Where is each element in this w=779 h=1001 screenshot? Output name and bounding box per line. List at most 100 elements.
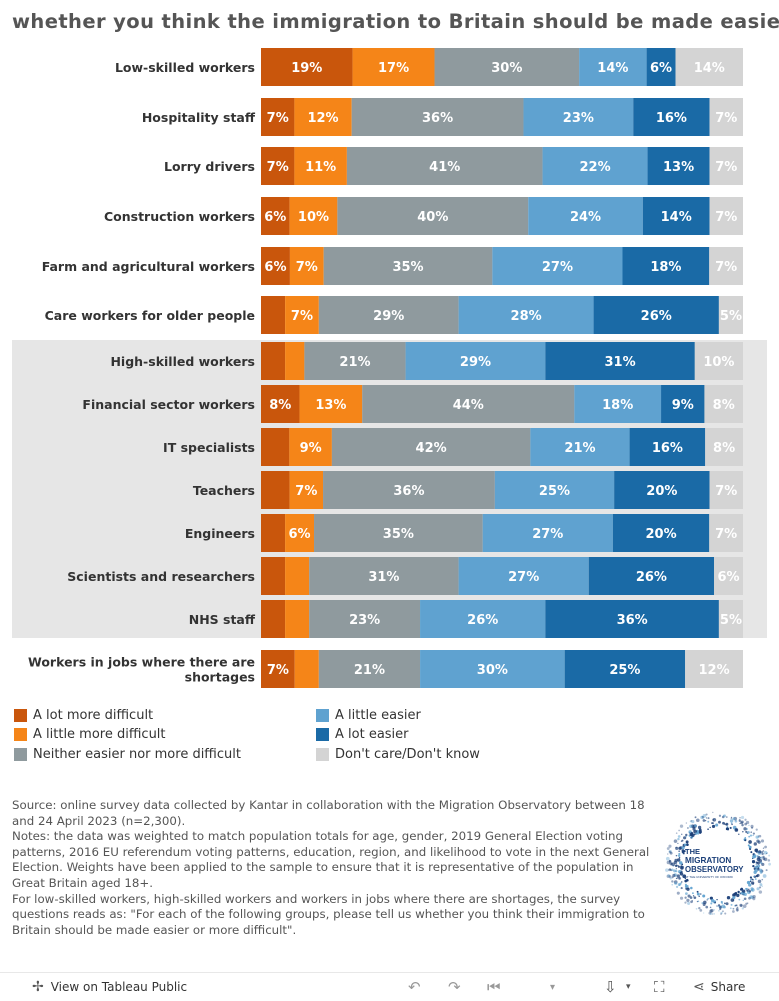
bar-teachers-a-little-more-difficult[interactable] [289, 471, 324, 509]
redo-icon[interactable]: ↷ [448, 978, 461, 996]
bar-workers-in-jobs-where-there-are-shortages-neither-easier-nor-more-difficult[interactable] [318, 650, 421, 688]
bar-scientists-and-researchers-a-lot-more-difficult[interactable] [261, 557, 286, 595]
bar-teachers-a-lot-easier[interactable] [614, 471, 710, 509]
bar-nhs-staff-a-lot-easier[interactable] [545, 600, 719, 638]
bar-construction-workers-a-little-more-difficult[interactable] [289, 197, 338, 235]
share-button[interactable]: ⋖ Share [693, 979, 745, 995]
bar-low-skilled-workers-a-lot-more-difficult[interactable] [261, 48, 353, 86]
bar-teachers-a-little-easier[interactable] [494, 471, 615, 509]
bar-farm-and-agricultural-workers-a-lot-more-difficult[interactable] [261, 247, 290, 285]
bar-engineers-a-lot-more-difficult[interactable] [261, 514, 286, 552]
bar-low-skilled-workers-don-t-care-don-t-know[interactable] [675, 48, 743, 86]
revert-icon[interactable]: ⏮ [487, 978, 501, 996]
bar-construction-workers-a-little-easier[interactable] [528, 197, 643, 235]
legend-item-a-little-easier[interactable]: A little easier [316, 708, 421, 723]
bar-scientists-and-researchers-don-t-care-don-t-know[interactable] [714, 557, 743, 595]
bar-workers-in-jobs-where-there-are-shortages-a-lot-more-difficult[interactable] [261, 650, 295, 688]
chevron-down-icon[interactable]: ▾ [550, 982, 556, 993]
bar-care-workers-for-older-people-a-lot-easier[interactable] [593, 296, 719, 334]
view-on-tableau-link[interactable]: ✢ View on Tableau Public [32, 979, 187, 995]
bar-lorry-drivers-a-little-more-difficult[interactable] [294, 147, 347, 185]
bar-construction-workers-neither-easier-nor-more-difficult[interactable] [337, 197, 529, 235]
bar-lorry-drivers-neither-easier-nor-more-difficult[interactable] [346, 147, 543, 185]
bar-hospitality-staff-a-lot-more-difficult[interactable] [261, 98, 295, 136]
bar-care-workers-for-older-people-a-lot-more-difficult[interactable] [261, 296, 286, 334]
bar-workers-in-jobs-where-there-are-shortages-a-little-more-difficult[interactable] [294, 650, 319, 688]
bar-high-skilled-workers-neither-easier-nor-more-difficult[interactable] [304, 342, 406, 380]
bar-engineers-a-little-more-difficult[interactable] [285, 514, 315, 552]
bar-hospitality-staff-a-little-more-difficult[interactable] [294, 98, 352, 136]
bar-farm-and-agricultural-workers-neither-easier-nor-more-difficult[interactable] [323, 247, 493, 285]
bar-farm-and-agricultural-workers-a-little-easier[interactable] [492, 247, 623, 285]
bar-teachers-a-lot-more-difficult[interactable] [261, 471, 290, 509]
bar-it-specialists-a-lot-more-difficult[interactable] [261, 428, 290, 466]
bar-care-workers-for-older-people-a-little-easier[interactable] [458, 296, 594, 334]
bar-it-specialists-a-little-easier[interactable] [530, 428, 630, 466]
bar-financial-sector-workers-a-little-more-difficult[interactable] [299, 385, 363, 423]
bar-high-skilled-workers-a-little-easier[interactable] [405, 342, 546, 380]
bar-engineers-a-lot-easier[interactable] [612, 514, 710, 552]
bar-hospitality-staff-don-t-care-don-t-know[interactable] [709, 98, 743, 136]
bar-construction-workers-a-lot-more-difficult[interactable] [261, 197, 290, 235]
legend-item-neither[interactable]: Neither easier nor more difficult [14, 747, 241, 762]
bar-engineers-don-t-care-don-t-know[interactable] [709, 514, 743, 552]
bar-workers-in-jobs-where-there-are-shortages-don-t-care-don-t-know[interactable] [685, 650, 743, 688]
bar-scientists-and-researchers-a-lot-easier[interactable] [588, 557, 715, 595]
bar-scientists-and-researchers-a-little-more-difficult[interactable] [285, 557, 310, 595]
bar-it-specialists-a-lot-easier[interactable] [629, 428, 706, 466]
bar-lorry-drivers-don-t-care-don-t-know[interactable] [709, 147, 743, 185]
logo-text-observatory: OBSERVATORY [685, 865, 744, 874]
bar-nhs-staff-a-little-more-difficult[interactable] [285, 600, 310, 638]
bar-construction-workers-a-lot-easier[interactable] [642, 197, 710, 235]
bar-care-workers-for-older-people-don-t-care-don-t-know[interactable] [718, 296, 743, 334]
bar-care-workers-for-older-people-a-little-more-difficult[interactable] [285, 296, 319, 334]
legend-item-dont-know[interactable]: Don't care/Don't know [316, 747, 480, 762]
download-chevron-icon[interactable]: ▾ [626, 982, 631, 992]
bar-scientists-and-researchers-neither-easier-nor-more-difficult[interactable] [309, 557, 459, 595]
legend-item-a-little-more-difficult[interactable]: A little more difficult [14, 727, 166, 742]
bar-low-skilled-workers-a-little-easier[interactable] [579, 48, 647, 86]
bar-hospitality-staff-a-lot-easier[interactable] [633, 98, 710, 136]
bar-financial-sector-workers-a-lot-easier[interactable] [661, 385, 705, 423]
bar-high-skilled-workers-don-t-care-don-t-know[interactable] [694, 342, 743, 380]
undo-icon[interactable]: ↶ [408, 978, 421, 996]
bar-hospitality-staff-a-little-easier[interactable] [523, 98, 634, 136]
bar-nhs-staff-don-t-care-don-t-know[interactable] [718, 600, 743, 638]
bar-it-specialists-a-little-more-difficult[interactable] [289, 428, 332, 466]
bar-nhs-staff-neither-easier-nor-more-difficult[interactable] [309, 600, 421, 638]
bar-engineers-neither-easier-nor-more-difficult[interactable] [314, 514, 483, 552]
bar-nhs-staff-a-lot-more-difficult[interactable] [261, 600, 286, 638]
bar-high-skilled-workers-a-lot-easier[interactable] [545, 342, 695, 380]
bar-high-skilled-workers-a-lot-more-difficult[interactable] [261, 342, 286, 380]
bar-care-workers-for-older-people-neither-easier-nor-more-difficult[interactable] [318, 296, 459, 334]
bar-high-skilled-workers-a-little-more-difficult[interactable] [285, 342, 305, 380]
bar-financial-sector-workers-neither-easier-nor-more-difficult[interactable] [362, 385, 575, 423]
bar-lorry-drivers-a-lot-more-difficult[interactable] [261, 147, 295, 185]
bar-farm-and-agricultural-workers-a-lot-easier[interactable] [622, 247, 710, 285]
bar-it-specialists-neither-easier-nor-more-difficult[interactable] [331, 428, 531, 466]
bar-farm-and-agricultural-workers-a-little-more-difficult[interactable] [289, 247, 324, 285]
download-icon[interactable]: ⇩ [604, 978, 617, 996]
bar-it-specialists-don-t-care-don-t-know[interactable] [705, 428, 743, 466]
bar-farm-and-agricultural-workers-don-t-care-don-t-know[interactable] [709, 247, 743, 285]
bar-hospitality-staff-neither-easier-nor-more-difficult[interactable] [351, 98, 524, 136]
bar-engineers-a-little-easier[interactable] [482, 514, 613, 552]
bar-workers-in-jobs-where-there-are-shortages-a-lot-easier[interactable] [564, 650, 686, 688]
bar-workers-in-jobs-where-there-are-shortages-a-little-easier[interactable] [420, 650, 565, 688]
bar-low-skilled-workers-neither-easier-nor-more-difficult[interactable] [434, 48, 580, 86]
bar-financial-sector-workers-don-t-care-don-t-know[interactable] [704, 385, 743, 423]
bar-lorry-drivers-a-lot-easier[interactable] [647, 147, 710, 185]
bar-teachers-neither-easier-nor-more-difficult[interactable] [323, 471, 495, 509]
bar-financial-sector-workers-a-little-easier[interactable] [574, 385, 662, 423]
bar-scientists-and-researchers-a-little-easier[interactable] [458, 557, 589, 595]
legend-item-a-lot-easier[interactable]: A lot easier [316, 727, 409, 742]
bar-lorry-drivers-a-little-easier[interactable] [542, 147, 648, 185]
bar-construction-workers-don-t-care-don-t-know[interactable] [709, 197, 743, 235]
bar-low-skilled-workers-a-lot-easier[interactable] [646, 48, 676, 86]
bar-financial-sector-workers-a-lot-more-difficult[interactable] [261, 385, 300, 423]
bar-low-skilled-workers-a-little-more-difficult[interactable] [352, 48, 435, 86]
fullscreen-icon[interactable]: ⛶ [654, 978, 665, 996]
bar-teachers-don-t-care-don-t-know[interactable] [709, 471, 743, 509]
bar-nhs-staff-a-little-easier[interactable] [420, 600, 546, 638]
legend-item-a-lot-more-difficult[interactable]: A lot more difficult [14, 708, 153, 723]
